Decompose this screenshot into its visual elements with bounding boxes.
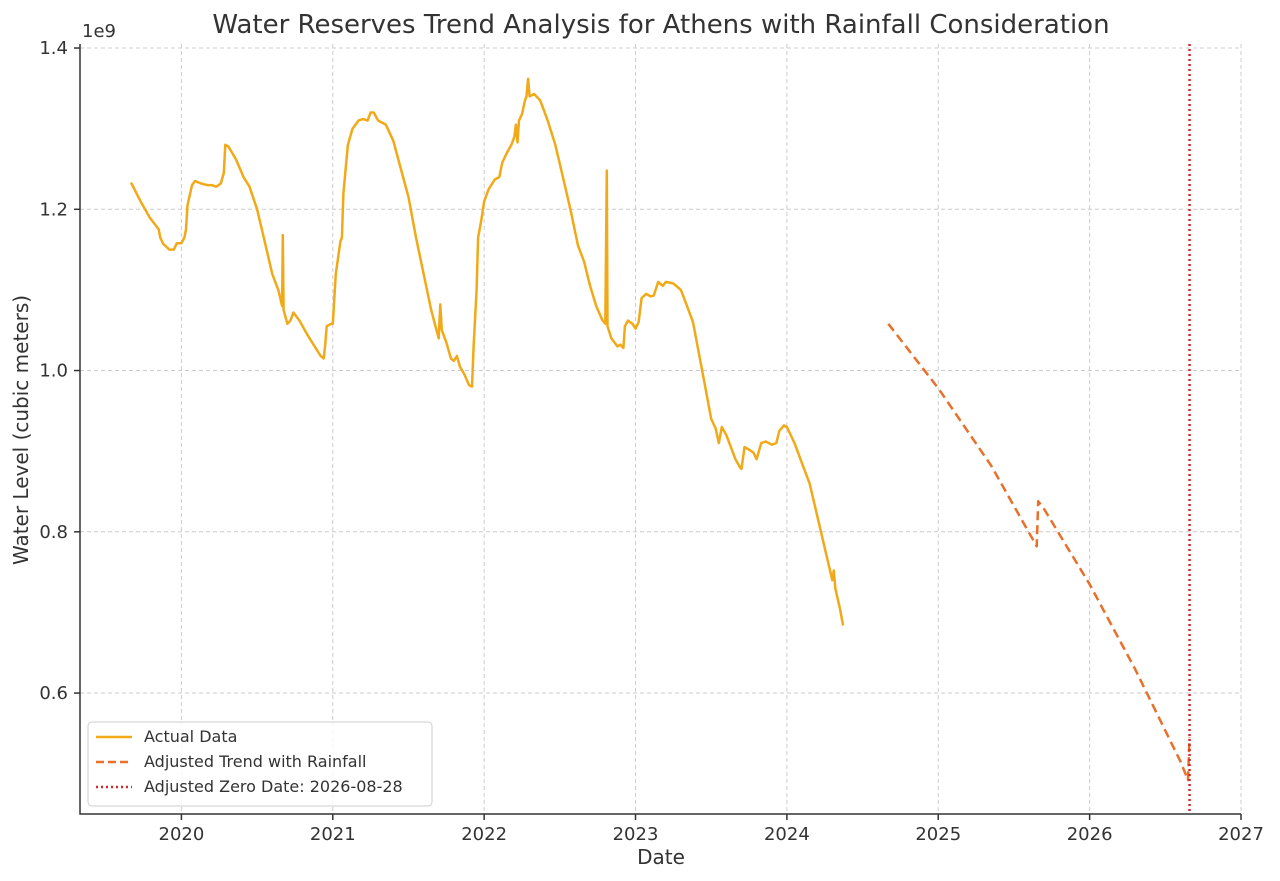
series-layer xyxy=(130,44,1191,814)
x-tick-label: 2022 xyxy=(461,824,507,845)
x-axis-label: Date xyxy=(637,845,685,869)
legend-label-actual: Actual Data xyxy=(144,727,237,746)
y-tick-label: 1.2 xyxy=(39,199,68,220)
y-axis-label: Water Level (cubic meters) xyxy=(9,295,33,565)
tick-labels: 2020 2021 2022 2023 2024 2025 2026 2027 0.6 0.8 1.… xyxy=(39,38,1264,845)
y-tick-label: 1.4 xyxy=(39,38,68,59)
y-axis-offset-label: 1e9 xyxy=(82,21,116,42)
axes xyxy=(74,44,1242,820)
y-tick-label: 1.0 xyxy=(39,361,68,382)
grid xyxy=(80,44,1242,814)
x-tick-label: 2025 xyxy=(915,824,961,845)
y-tick-label: 0.8 xyxy=(39,522,68,543)
x-tick-label: 2024 xyxy=(764,824,810,845)
x-tick-label: 2020 xyxy=(159,824,205,845)
series-line-adjusted-trend xyxy=(887,323,1191,782)
series-line-actual-data xyxy=(130,77,845,626)
chart-title: Water Reserves Trend Analysis for Athens… xyxy=(212,10,1109,40)
legend-label-adjusted: Adjusted Trend with Rainfall xyxy=(144,752,367,771)
axis-spine xyxy=(79,44,1241,815)
x-tick-label: 2023 xyxy=(613,824,659,845)
legend: Actual Data Adjusted Trend with Rainfall… xyxy=(87,721,433,807)
x-tick-label: 2021 xyxy=(310,824,356,845)
legend-box xyxy=(87,721,433,807)
x-tick-label: 2026 xyxy=(1067,824,1113,845)
x-tick-label: 2027 xyxy=(1218,824,1264,845)
legend-label-zero-date: Adjusted Zero Date: 2026-08-28 xyxy=(144,777,403,796)
y-tick-label: 0.6 xyxy=(39,683,68,704)
